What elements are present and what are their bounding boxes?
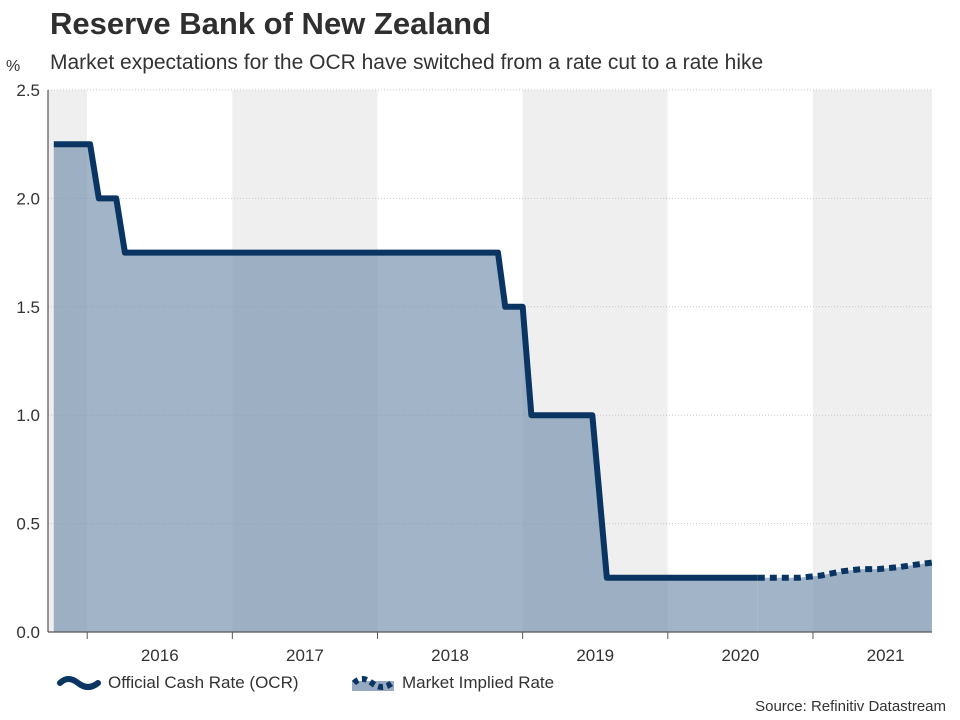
- y-tick-label: 2.0: [16, 189, 40, 208]
- y-tick-label: 2.5: [16, 81, 40, 100]
- x-tick-label: 2021: [867, 646, 905, 665]
- y-tick-label: 0.0: [16, 623, 40, 642]
- x-tick-label: 2017: [286, 646, 324, 665]
- legend-item-market: Market Implied Rate: [350, 672, 554, 694]
- legend-ocr-swatch: [57, 676, 101, 690]
- x-tick-label: 2016: [141, 646, 179, 665]
- ocr-area: [53, 144, 758, 632]
- x-tick-label: 2020: [721, 646, 759, 665]
- market-implied-line: [757, 559, 933, 581]
- y-tick-label: 1.5: [16, 298, 40, 317]
- year-band: [812, 90, 932, 632]
- legend-market-swatch: [351, 676, 394, 691]
- source-note: Source: Refinitiv Datastream: [755, 698, 946, 715]
- legend-ocr-label: Official Cash Rate (OCR): [108, 673, 299, 692]
- chart-title: Reserve Bank of New Zealand: [50, 6, 492, 41]
- market-area: [757, 562, 932, 632]
- legend-market-label: Market Implied Rate: [402, 673, 555, 692]
- chart-subtitle: Market expectations for the OCR have swi…: [50, 51, 764, 74]
- y-tick-label: 0.5: [16, 515, 40, 534]
- year-band: [667, 90, 813, 632]
- legend-item-ocr: Official Cash Rate (OCR): [56, 672, 299, 694]
- ocr-line: [53, 141, 758, 581]
- x-tick-label: 2018: [431, 646, 469, 665]
- y-axis-unit: %: [6, 58, 21, 75]
- x-tick-label: 2019: [576, 646, 614, 665]
- y-tick-label: 1.0: [16, 406, 40, 425]
